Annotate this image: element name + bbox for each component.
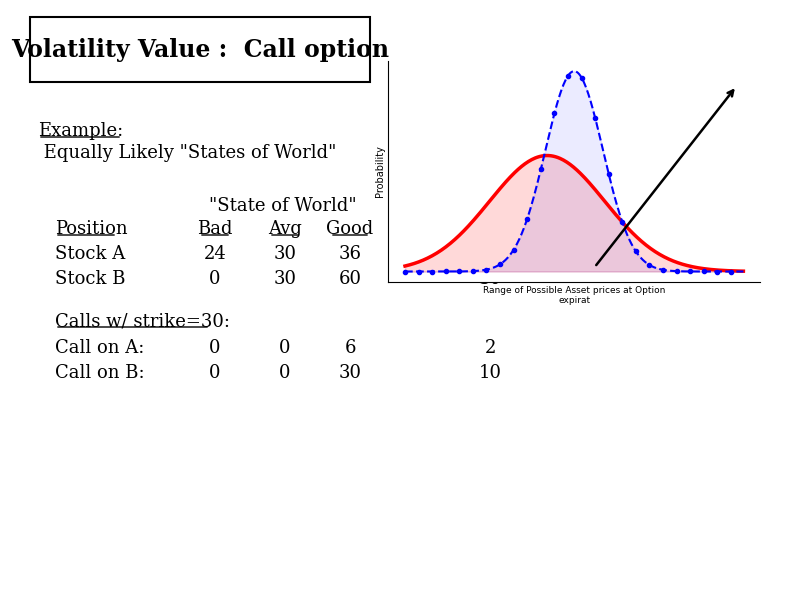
Text: 30: 30 [273,245,296,263]
Text: Stock A: Stock A [55,245,125,263]
FancyBboxPatch shape [30,17,370,82]
Text: Example:: Example: [38,122,124,140]
Text: Calls w/ strike=30:: Calls w/ strike=30: [55,312,230,330]
Text: 2: 2 [485,339,496,357]
Text: Expected: Expected [447,197,532,215]
Text: Call on B:: Call on B: [55,364,145,382]
Text: Equally Likely "States of World": Equally Likely "States of World" [38,144,337,162]
X-axis label: Range of Possible Asset prices at Option
expirat: Range of Possible Asset prices at Option… [483,286,665,305]
Text: "State of World": "State of World" [208,197,356,215]
Text: Avg: Avg [268,220,302,238]
Text: Call on A:: Call on A: [55,339,144,357]
Text: Value: Value [465,216,515,234]
Text: 30: 30 [478,245,501,263]
Text: 60: 60 [338,270,361,288]
Y-axis label: Probability: Probability [375,146,385,197]
Text: Stock B: Stock B [55,270,125,288]
Text: Position: Position [55,220,128,238]
Text: 0: 0 [209,339,221,357]
Text: 0: 0 [280,339,291,357]
Text: 24: 24 [204,245,227,263]
Text: 0: 0 [209,364,221,382]
Text: 30: 30 [338,364,361,382]
Text: 30: 30 [478,270,501,288]
Text: 6: 6 [345,339,356,357]
Text: 36: 36 [338,245,361,263]
Text: Bad: Bad [197,220,233,238]
Text: 0: 0 [280,364,291,382]
Text: 10: 10 [478,364,501,382]
Text: Volatility Value :  Call option: Volatility Value : Call option [11,37,389,61]
Text: 0: 0 [209,270,221,288]
Text: 30: 30 [273,270,296,288]
Text: Good: Good [326,220,374,238]
